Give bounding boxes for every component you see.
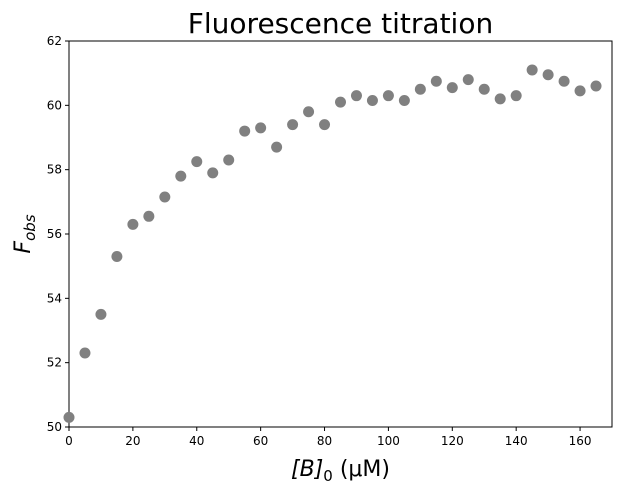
y-axis-label-sub: obs [21,214,39,241]
data-point [223,154,235,166]
x-tick-label: 40 [189,434,204,448]
y-tick-label: 56 [47,227,62,241]
data-points [63,64,602,423]
x-tick-label: 0 [65,434,73,448]
y-axis-label: Fobs [11,214,39,253]
data-point [462,74,474,86]
x-axis-label: [B]0 (μM) [291,457,390,485]
data-point [255,122,267,134]
y-tick-label: 52 [47,356,62,370]
data-point [79,347,91,359]
data-point [414,83,426,95]
x-axis-label-main: [B] [291,457,323,482]
data-point [366,95,378,107]
data-point [207,167,219,179]
data-point [191,156,203,168]
x-tick-label: 60 [253,434,268,448]
x-tick-label: 20 [125,434,140,448]
data-point [350,90,362,102]
data-point [398,95,410,107]
data-point [382,90,394,102]
data-point [446,82,458,94]
y-tick-label: 54 [47,291,62,305]
data-point [175,170,187,182]
data-point [271,141,283,153]
data-point [287,119,299,131]
y-axis: 50 52 54 56 58 60 62 [47,34,69,434]
x-tick-label: 100 [377,434,400,448]
y-axis-label-main: F [11,241,36,254]
x-tick-label: 140 [505,434,528,448]
data-point [590,80,602,92]
chart-title: Fluorescence titration [188,7,493,40]
x-tick-label: 120 [441,434,464,448]
data-point [335,96,346,108]
data-point [143,210,155,222]
x-axis-label-rest: (μM) [333,457,390,482]
data-point [526,64,538,76]
data-point [127,218,139,230]
data-point [558,75,570,87]
y-tick-label: 62 [47,34,62,48]
data-point [159,191,171,203]
y-tick-label: 50 [47,420,62,434]
data-point [239,125,251,137]
x-axis: 0 20 40 60 80 100 120 140 160 [65,427,592,448]
data-point [494,93,506,105]
data-point [478,83,490,95]
data-point [542,69,554,81]
data-point [303,106,315,118]
data-point [63,411,75,423]
data-point [574,85,586,97]
data-point [319,119,331,131]
data-point [430,75,442,87]
y-tick-label: 58 [47,163,62,177]
data-point [95,308,107,320]
data-point [510,90,522,102]
x-tick-label: 160 [569,434,592,448]
y-tick-label: 60 [47,98,62,112]
data-point [111,251,123,263]
x-tick-label: 80 [317,434,332,448]
x-axis-label-sub: 0 [323,467,333,485]
